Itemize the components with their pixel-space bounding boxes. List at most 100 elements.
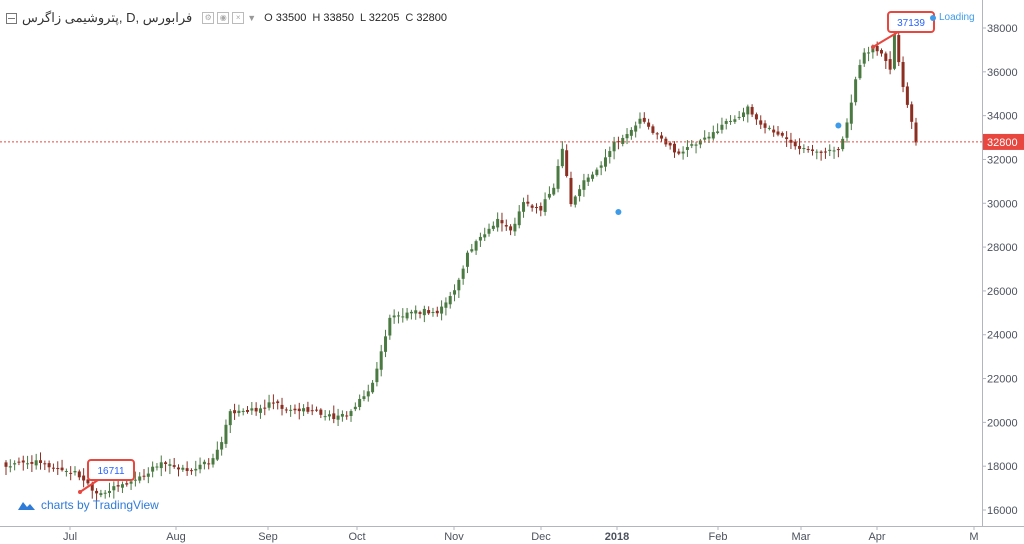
candle-body (99, 493, 103, 496)
loading-dot-icon (930, 14, 936, 21)
annotation-anchor (871, 45, 875, 49)
y-tick-label: 24000 (987, 330, 1018, 342)
candle-body (569, 177, 573, 205)
candles (4, 27, 918, 501)
candle-body (491, 225, 495, 229)
candle-body (116, 485, 120, 487)
candle-body (534, 207, 538, 209)
candle-body (819, 151, 823, 153)
candle-body (793, 141, 797, 147)
y-tick-label: 16000 (987, 505, 1018, 517)
candle-body (871, 46, 875, 53)
candle-body (539, 205, 543, 211)
candle-body (444, 302, 448, 308)
candle-body (500, 220, 504, 224)
candle-body (901, 62, 905, 87)
candle-body (319, 409, 323, 415)
chevron-down-icon[interactable]: ▼ (247, 13, 257, 23)
candle-body (483, 234, 487, 238)
annotation-pointer (872, 31, 899, 48)
candle-body (621, 137, 625, 144)
close-icon[interactable]: × (232, 12, 245, 24)
candle-body (138, 476, 142, 481)
ohlc-low: L 32205 (359, 12, 400, 24)
candle-body (302, 408, 306, 412)
candle-body (198, 464, 202, 470)
candle-body (647, 122, 651, 127)
candle-body (168, 464, 172, 466)
annotation-pointer (79, 479, 99, 493)
candle-body (724, 121, 728, 124)
annotation-box (87, 459, 135, 481)
candle-body (340, 413, 344, 417)
candle-body (815, 151, 819, 153)
candle-body (422, 308, 426, 316)
hide-icon[interactable]: ◉ (217, 12, 230, 24)
candle-body (60, 467, 64, 471)
candle-body (677, 151, 681, 154)
candle-body (547, 193, 551, 198)
candle-body (289, 409, 293, 411)
candle-body (672, 143, 676, 153)
candle-body (509, 226, 513, 231)
y-tick-label: 36000 (987, 67, 1018, 79)
candle-body (250, 408, 254, 411)
candle-body (34, 460, 38, 466)
settings-icon[interactable]: ⚙ (202, 12, 215, 24)
candle-body (591, 174, 595, 179)
candle-body (388, 317, 392, 336)
chart-legend: پتروشیمی زاگرس, D, فرابورس ⚙ ◉ × ▼ O 335… (6, 9, 453, 27)
candle-body (159, 462, 163, 469)
candle-body (832, 150, 836, 152)
event-marker (835, 122, 842, 129)
candle-body (767, 127, 771, 129)
candle-body (112, 486, 116, 491)
candle-body (668, 142, 672, 146)
candle-body (211, 458, 215, 465)
candle-body (327, 414, 331, 417)
candle-body (4, 462, 8, 467)
candle-body (146, 473, 150, 477)
candle-body (39, 460, 43, 463)
x-tick-label: Aug (166, 531, 186, 543)
candle-body (763, 123, 767, 128)
candle-body (30, 462, 34, 464)
candle-body (371, 382, 375, 393)
candle-body (862, 52, 866, 64)
candle-body (638, 118, 642, 124)
candle-body (315, 409, 319, 411)
candle-body (8, 466, 12, 468)
candle-body (478, 236, 482, 241)
candle-body (608, 151, 612, 157)
candle-body (177, 467, 181, 470)
candle-body (716, 131, 720, 133)
candle-body (133, 479, 137, 481)
candle-body (741, 112, 745, 118)
candle-body (642, 117, 646, 122)
candle-body (556, 166, 560, 189)
candle-body (353, 406, 357, 410)
candle-body (189, 470, 193, 472)
last-price-label: 32800 (987, 137, 1018, 149)
y-tick-label: 22000 (987, 374, 1018, 386)
y-tick-label: 32000 (987, 154, 1018, 166)
y-tick-label: 20000 (987, 417, 1018, 429)
ohlc-close: C 32800 (405, 12, 447, 24)
candle-body (202, 461, 206, 465)
candle-body (798, 145, 802, 149)
candle-body (785, 137, 789, 140)
candle-body (108, 490, 112, 493)
symbol-title: پتروشیمی زاگرس, D, فرابورس (22, 10, 193, 25)
candle-body (271, 402, 275, 404)
x-tick-label: Dec (531, 531, 551, 543)
collapse-icon[interactable] (6, 12, 17, 24)
candle-body (888, 59, 892, 70)
candle-body (409, 311, 413, 314)
candle-body (616, 141, 620, 143)
tradingview-watermark[interactable]: charts by TradingView (16, 498, 159, 512)
candle-body (427, 310, 431, 314)
candle-body (552, 187, 556, 195)
candle-body (897, 35, 901, 63)
candle-body (366, 391, 370, 397)
